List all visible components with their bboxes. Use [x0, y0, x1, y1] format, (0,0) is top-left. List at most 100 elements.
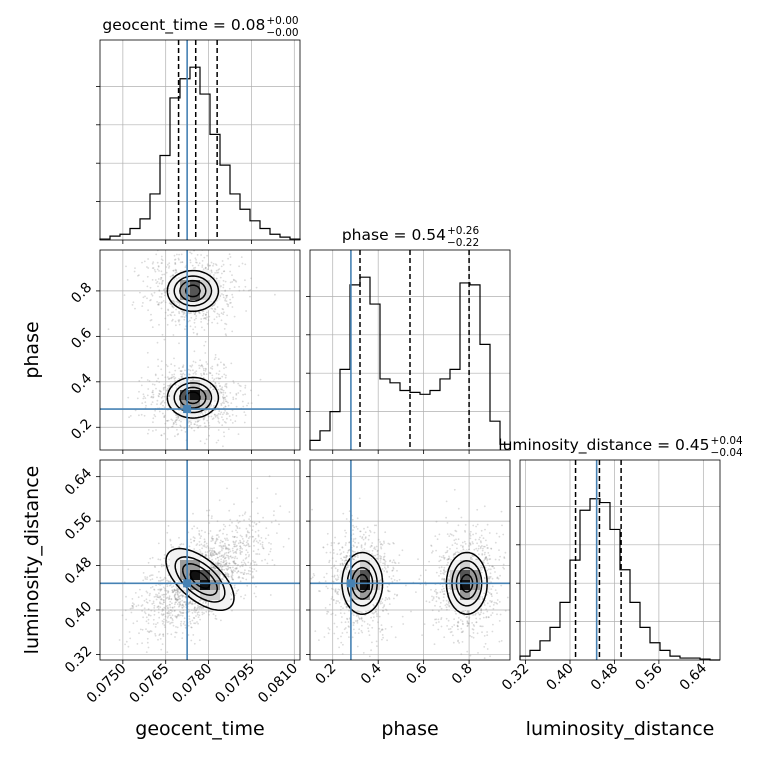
sample-point [200, 411, 203, 414]
sample-point [192, 331, 195, 334]
sample-point [310, 577, 313, 580]
sample-point [166, 419, 169, 422]
sample-point [387, 542, 390, 545]
sample-point [443, 590, 446, 592]
sample-point [372, 619, 374, 622]
sample-point [199, 312, 201, 314]
sample-point [213, 413, 216, 416]
sample-point [253, 568, 256, 571]
sample-point [370, 544, 373, 547]
sample-point [254, 561, 257, 563]
sample-point [160, 588, 163, 590]
sample-point [176, 588, 178, 590]
sample-point [445, 500, 448, 503]
sample-point [167, 580, 170, 582]
sample-point [388, 597, 390, 599]
sample-point [252, 540, 255, 543]
sample-point [435, 621, 438, 624]
sample-point [213, 547, 216, 549]
sample-point [192, 369, 194, 372]
sample-point [485, 539, 487, 542]
sample-point [174, 263, 177, 265]
sample-point [241, 400, 244, 403]
sample-point [457, 640, 459, 643]
sample-point [229, 302, 231, 304]
sample-point [174, 603, 176, 606]
sample-point [232, 561, 235, 564]
sample-point [225, 386, 228, 389]
sample-point [504, 609, 507, 612]
sample-point [448, 535, 451, 537]
sample-point [452, 641, 455, 644]
sample-point [332, 580, 335, 583]
density-cell [210, 580, 221, 591]
sample-point [147, 267, 150, 269]
sample-point [181, 315, 184, 318]
sample-point [172, 269, 175, 272]
sample-point [202, 418, 205, 421]
sample-point [163, 338, 166, 341]
sample-point [253, 521, 256, 524]
sample-point [219, 384, 221, 387]
sample-point [475, 558, 477, 561]
sample-point [152, 389, 154, 392]
sample-point [217, 417, 220, 420]
sample-point [332, 552, 335, 554]
sample-point [387, 589, 389, 592]
sample-point [249, 573, 252, 576]
sample-point [232, 569, 235, 572]
sample-point [353, 526, 356, 529]
sample-point [214, 382, 217, 385]
sample-point [430, 544, 432, 547]
sample-point [171, 320, 173, 322]
sample-point [475, 621, 478, 624]
sample-point [484, 642, 487, 645]
sample-point [417, 558, 419, 561]
sample-point [170, 584, 172, 586]
sample-point [233, 562, 236, 565]
sample-point [483, 576, 486, 579]
sample-point [222, 389, 225, 392]
sample-point [475, 532, 477, 535]
sample-point [255, 585, 257, 588]
sample-point [180, 420, 182, 423]
sample-point [379, 555, 381, 557]
sample-point [215, 377, 218, 380]
sample-point [255, 595, 257, 598]
sample-point [460, 516, 463, 519]
sample-point [190, 252, 193, 255]
sample-point [393, 593, 396, 596]
sample-point [138, 380, 141, 382]
sample-point [156, 606, 159, 609]
sample-point [383, 604, 386, 606]
sample-point [199, 618, 202, 621]
sample-point [175, 631, 178, 634]
sample-point [226, 417, 228, 420]
sample-point [179, 543, 182, 546]
sample-point [231, 330, 234, 333]
sample-point [160, 302, 163, 304]
sample-point [255, 553, 257, 555]
sample-point [163, 601, 165, 603]
sample-point [288, 511, 291, 513]
sample-point [148, 575, 151, 577]
sample-point [341, 546, 344, 548]
sample-point [161, 643, 164, 645]
sample-point [216, 553, 219, 556]
sample-point [178, 253, 181, 256]
sample-point [244, 414, 247, 416]
sample-point [436, 538, 439, 541]
sample-point [160, 598, 163, 600]
sample-point [153, 291, 156, 294]
sample-point [184, 626, 187, 629]
sample-point [341, 562, 344, 565]
sample-point [445, 603, 448, 605]
sample-point [237, 392, 240, 394]
sample-point [222, 559, 225, 562]
sample-point [216, 322, 219, 325]
sample-point [193, 350, 196, 353]
sample-point [267, 534, 270, 537]
sample-point [178, 377, 181, 380]
sample-point [453, 618, 455, 620]
sample-point [457, 524, 460, 527]
